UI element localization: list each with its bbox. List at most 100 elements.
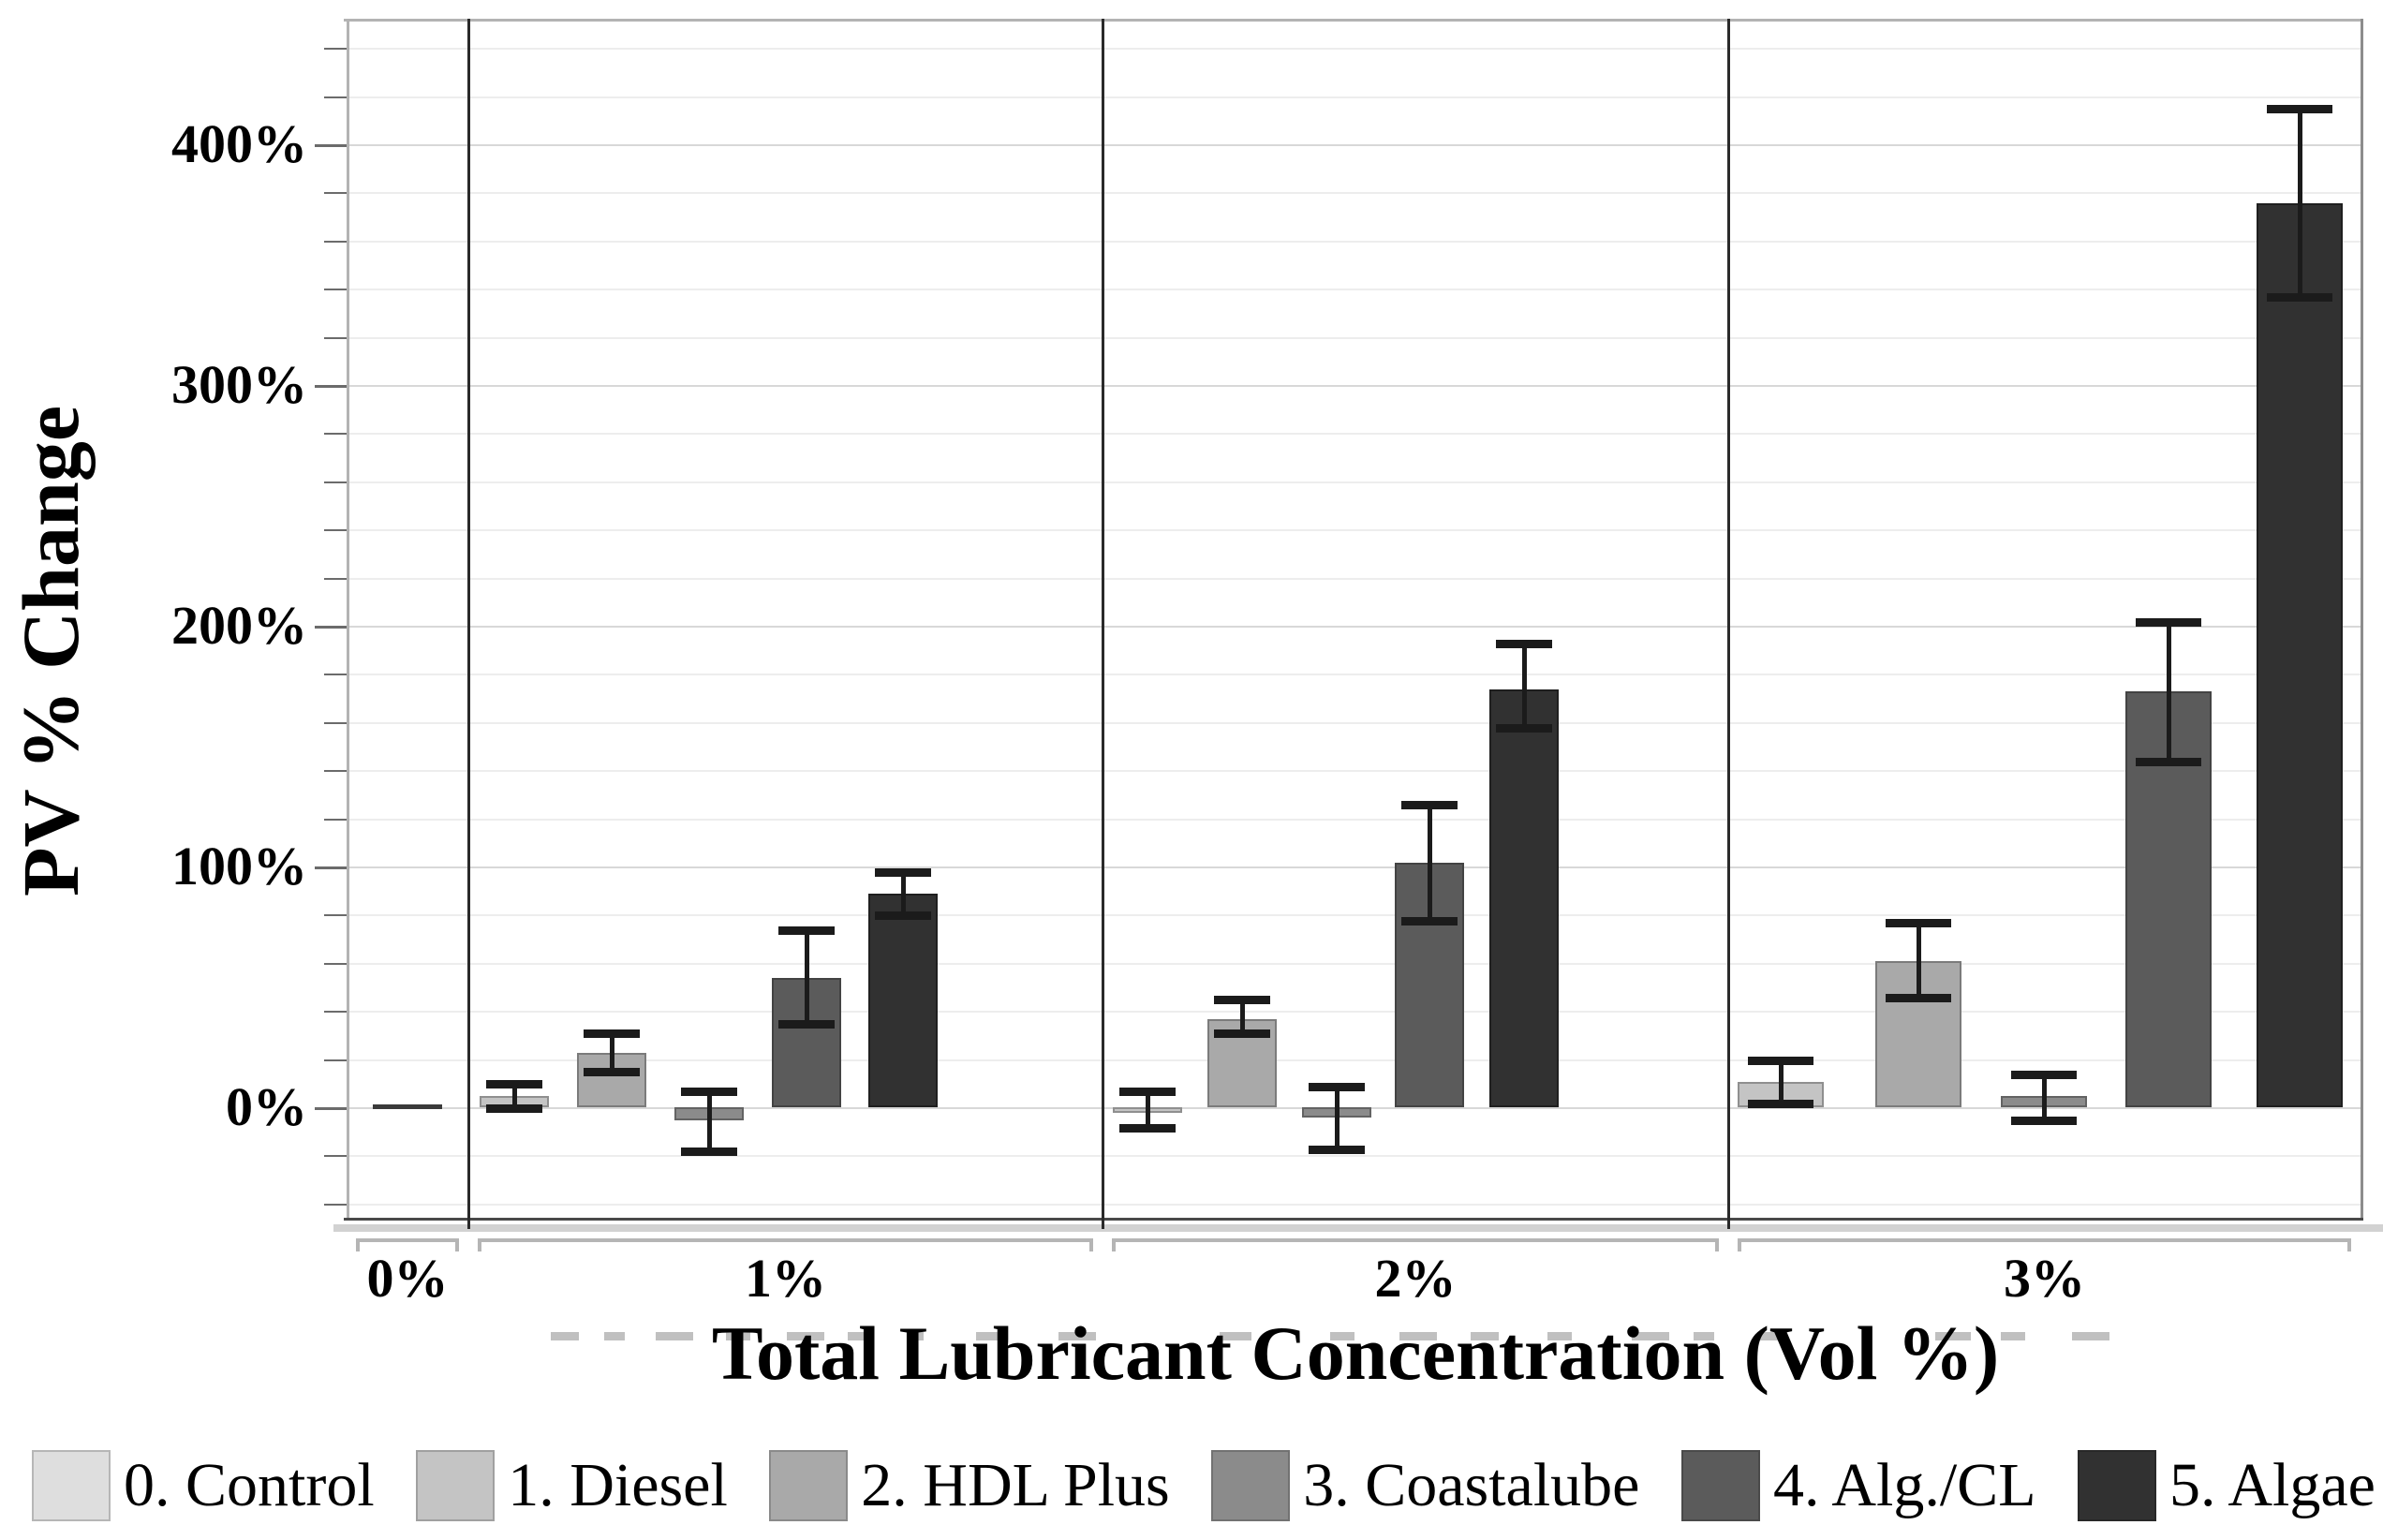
redaction-dash	[1632, 1332, 1669, 1340]
error-bar-line	[1240, 1000, 1245, 1034]
error-bar-cap-top	[2011, 1071, 2077, 1080]
y-tick-label: 0%	[226, 1076, 307, 1137]
redaction-dash	[2001, 1332, 2025, 1340]
error-bar-line	[1917, 923, 1921, 998]
redaction-dash	[1058, 1332, 1096, 1340]
error-bar-line	[1146, 1091, 1150, 1128]
group-divider	[1727, 19, 1730, 1229]
error-bar-cap-bottom	[1309, 1145, 1365, 1154]
group-divider	[1102, 19, 1104, 1229]
error-bar-line	[610, 1033, 614, 1073]
gridline	[347, 577, 2361, 580]
legend-swatch	[416, 1450, 496, 1521]
error-bar-cap-bottom	[875, 911, 931, 921]
gridline	[347, 289, 2361, 291]
bar----algae	[1489, 689, 1559, 1107]
gridline	[347, 1155, 2361, 1158]
error-bar-cap-top	[486, 1080, 542, 1089]
x-group-bracket-end	[1089, 1238, 1093, 1251]
y-axis-tick	[324, 674, 347, 676]
x-group-bracket	[356, 1238, 459, 1242]
error-bar-cap-bottom	[1748, 1099, 1813, 1108]
legend-label: 4. Alg./CL	[1772, 1451, 2036, 1519]
error-bar-cap-top	[2267, 105, 2332, 114]
error-bar-line	[1522, 643, 1527, 728]
y-tick-label: 300%	[171, 354, 307, 415]
x-axis-title: Total Lubricant Concentration (Vol %)	[711, 1310, 2000, 1396]
legend-entry: 1. Diesel	[416, 1450, 728, 1521]
redaction-dash	[2072, 1332, 2109, 1340]
error-bar-cap-bottom	[486, 1104, 542, 1113]
plot-border-left	[347, 19, 349, 1218]
x-tick-label: 1%	[745, 1248, 826, 1309]
error-bar-cap-bottom	[1119, 1123, 1176, 1133]
error-bar-line	[2167, 621, 2171, 762]
redaction-dash	[907, 1332, 924, 1340]
gridline	[347, 1203, 2361, 1206]
y-tick-label: 100%	[171, 836, 307, 896]
y-axis-tick	[324, 96, 347, 98]
error-bar-cap-top	[1309, 1082, 1365, 1091]
bar----algae	[868, 894, 938, 1107]
error-bar-cap-top	[1214, 996, 1270, 1005]
y-axis-tick	[324, 433, 347, 436]
x-tick-label: 0%	[366, 1248, 449, 1309]
bar----hdl-plus	[1875, 961, 1961, 1107]
redaction-dash	[848, 1332, 872, 1340]
gridline	[347, 674, 2361, 676]
legend-swatch	[1211, 1450, 1291, 1521]
legend-entry: 2. HDL Plus	[769, 1450, 1170, 1521]
y-axis-tick	[315, 385, 347, 388]
x-group-bracket-end	[455, 1238, 459, 1251]
x-tick-label: 2%	[1374, 1248, 1457, 1309]
y-axis-tick	[324, 481, 347, 483]
bar-control-zero	[373, 1104, 442, 1109]
gridline	[347, 866, 2361, 868]
error-bar-cap-bottom	[584, 1068, 640, 1077]
plot-border-top	[344, 19, 2363, 22]
gridline	[347, 336, 2361, 339]
error-bar-cap-top	[1401, 801, 1458, 810]
error-bar-cap-top	[1748, 1056, 1813, 1065]
error-bar-cap-top	[778, 925, 835, 935]
y-axis-tick	[324, 818, 347, 821]
redaction-dash	[1757, 1332, 1785, 1340]
gridline	[347, 433, 2361, 436]
gridline	[347, 962, 2361, 965]
error-bar-cap-top	[1119, 1088, 1176, 1096]
redaction-dash	[1547, 1332, 1572, 1340]
redaction-dash	[976, 1332, 1008, 1340]
legend-entry: 4. Alg./CL	[1680, 1450, 2036, 1521]
y-axis-tick	[324, 914, 347, 917]
redaction-dash	[604, 1332, 625, 1340]
gridline	[347, 626, 2361, 628]
legend-label: 5. Algae	[2169, 1451, 2376, 1519]
legend-label: 1. Diesel	[508, 1451, 728, 1519]
y-axis-tick	[324, 577, 347, 580]
redaction-dash	[787, 1332, 824, 1340]
y-axis-tick	[324, 529, 347, 532]
chart-legend: 0. Control 1. Diesel 2. HDL Plus 3. Coastal…	[32, 1443, 2376, 1529]
x-group-bracket	[478, 1238, 1093, 1242]
error-bar-cap-bottom	[1214, 1029, 1270, 1039]
gridline	[347, 1059, 2361, 1061]
gridline	[347, 144, 2361, 146]
legend-swatch	[2078, 1450, 2157, 1521]
legend-entry: 5. Algae	[2078, 1450, 2376, 1521]
y-axis-tick	[324, 192, 347, 195]
bar----algae	[2257, 202, 2343, 1107]
legend-swatch	[769, 1450, 849, 1521]
y-tick-label: 400%	[171, 113, 307, 174]
error-bar-line	[512, 1084, 517, 1108]
x-group-bracket	[1112, 1238, 1719, 1242]
x-group-bracket-end	[478, 1238, 481, 1251]
redaction-dash	[1694, 1332, 1714, 1340]
y-axis-tick	[324, 1059, 347, 1061]
error-bar-line	[2298, 109, 2302, 297]
error-bar-cap-top	[1496, 639, 1552, 648]
legend-label: 3. Coastalube	[1303, 1451, 1640, 1519]
error-bar-cap-bottom	[2267, 292, 2332, 302]
error-bar-cap-bottom	[1496, 723, 1552, 733]
legend-label: 2. HDL Plus	[861, 1451, 1170, 1519]
